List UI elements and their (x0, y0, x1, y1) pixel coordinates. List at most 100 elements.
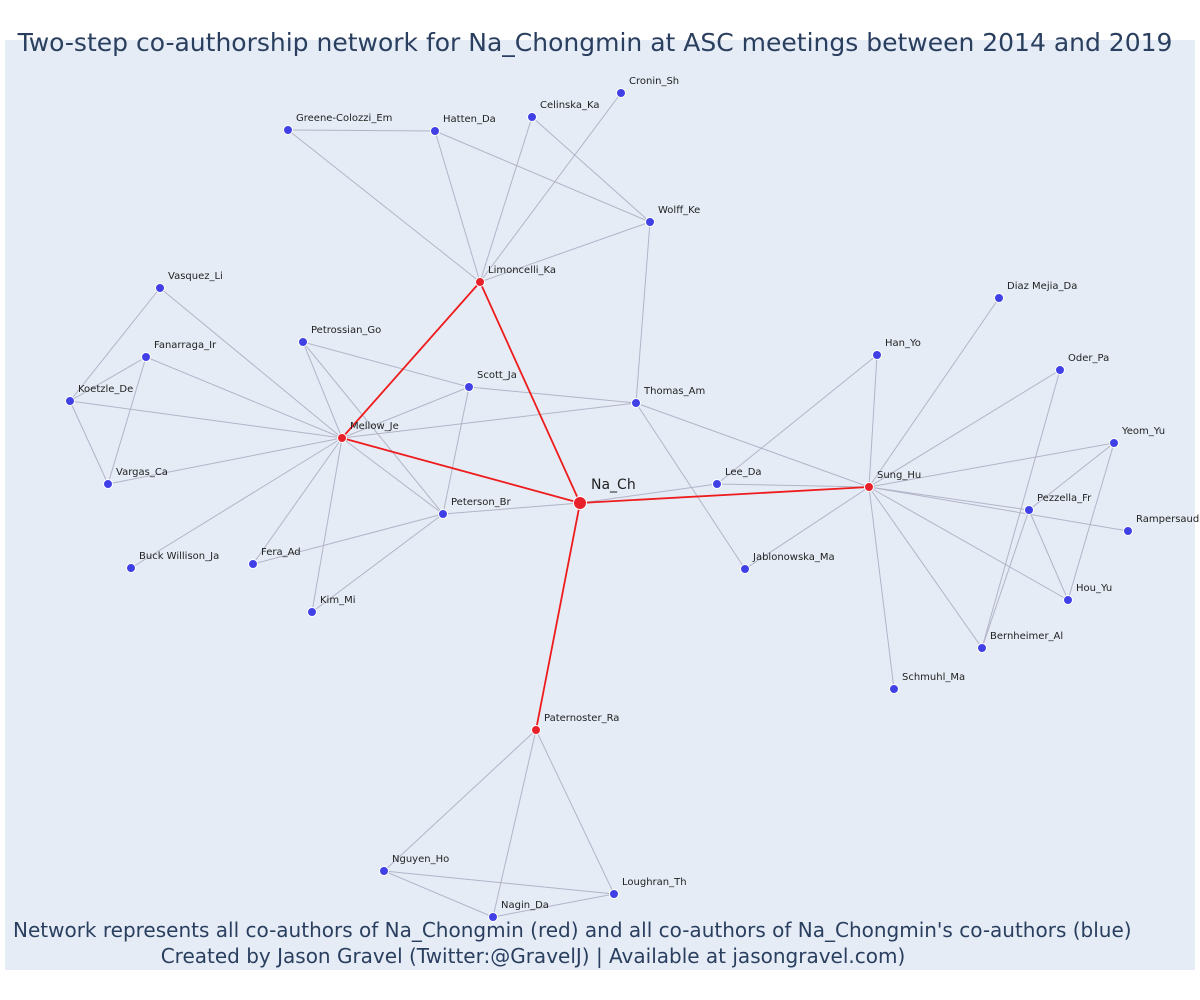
edge-koetzle-de-vargas-ca (69, 400, 109, 485)
node-thomas-am[interactable] (631, 398, 641, 408)
node-label-yeom-yu: Yeom_Yu (1121, 426, 1165, 437)
edge-petrossian-go-scott-ja (302, 341, 470, 388)
nodes-layer (65, 88, 1133, 922)
node-label-nguyen-ho: Nguyen_Ho (392, 854, 449, 865)
node-greene-colozzi-em[interactable] (283, 125, 293, 135)
node-label-peterson-br: Peterson_Br (451, 497, 512, 508)
edge-sung-hu-pezzella-fr (868, 486, 1030, 511)
edge-na-ch-lee-da (579, 483, 718, 504)
edge-nguyen-ho-loughran-th (383, 870, 615, 895)
edge-na-ch-peterson-br (442, 502, 581, 515)
node-mellow-je[interactable] (337, 433, 347, 443)
node-pezzella-fr[interactable] (1024, 505, 1034, 515)
node-oder-pa[interactable] (1055, 365, 1065, 375)
node-celinska-ka[interactable] (527, 112, 537, 122)
edge-sung-hu-han-yo (868, 354, 878, 488)
edge-thomas-am-jablonowska-ma (635, 402, 746, 570)
edge-mellow-je-fera-ad (252, 437, 343, 565)
caption-line-1: Network represents all co-authors of Na_… (13, 918, 1132, 942)
edge-mellow-je-koetzle-de (69, 400, 343, 439)
node-schmuhl-ma[interactable] (889, 684, 899, 694)
node-vasquez-li[interactable] (155, 283, 165, 293)
edge-mellow-je-scott-ja (341, 386, 470, 439)
node-label-bernheimer-al: Bernheimer_Al (990, 631, 1063, 642)
edge-celinska-ka-wolff-ke (531, 116, 651, 223)
edge-sung-hu-yeom-yu (868, 442, 1115, 488)
node-label-paternoster-ra: Paternoster_Ra (544, 713, 619, 724)
node-fanarraga-ir[interactable] (141, 352, 151, 362)
node-vargas-ca[interactable] (103, 479, 113, 489)
edge-mellow-je-peterson-br (341, 437, 444, 515)
edge-sung-hu-rampersaud (868, 486, 1129, 532)
edge-limoncelli-ka-wolff-ke (479, 221, 651, 283)
edge-limoncelli-ka-hatten-da (434, 130, 481, 283)
edge-peterson-br-fera-ad (252, 513, 444, 565)
edge-wolff-ke-thomas-am (635, 221, 651, 404)
node-sung-hu[interactable] (864, 482, 874, 492)
node-label-wolff-ke: Wolff_Ke (658, 205, 700, 216)
node-hou-yu[interactable] (1063, 595, 1073, 605)
edge-limoncelli-ka-cronin-sh (479, 92, 622, 283)
node-koetzle-de[interactable] (65, 396, 75, 406)
node-yeom-yu[interactable] (1109, 438, 1119, 448)
node-label-hou-yu: Hou_Yu (1076, 583, 1112, 594)
node-peterson-br[interactable] (438, 509, 448, 519)
node-label-limoncelli-ka: Limoncelli_Ka (488, 265, 556, 276)
node-hatten-da[interactable] (430, 126, 440, 136)
node-label-greene-colozzi-em: Greene-Colozzi_Em (296, 113, 392, 124)
edge-mellow-je-vasquez-li (159, 287, 343, 439)
edge-paternoster-ra-loughran-th (535, 729, 615, 895)
node-lee-da[interactable] (712, 479, 722, 489)
node-label-jablonowska-ma: Jablonowska_Ma (752, 552, 835, 563)
node-diaz-mejia-da[interactable] (994, 293, 1004, 303)
edge-na-ch-sung-hu (579, 486, 870, 504)
edge-na-ch-limoncelli-ka (479, 281, 581, 504)
edge-oder-pa-bernheimer-al (981, 369, 1061, 649)
node-fera-ad[interactable] (248, 559, 258, 569)
edge-sung-hu-bernheimer-al (868, 486, 983, 649)
node-label-na-ch: Na_Ch (591, 477, 636, 493)
node-scott-ja[interactable] (464, 382, 474, 392)
edge-fanarraga-ir-vargas-ca (107, 356, 147, 485)
node-label-loughran-th: Loughran_Th (622, 877, 687, 888)
node-han-yo[interactable] (872, 350, 882, 360)
node-bernheimer-al[interactable] (977, 643, 987, 653)
caption-line-2: Created by Jason Gravel (Twitter:@Gravel… (160, 944, 906, 968)
node-label-petrossian-go: Petrossian_Go (311, 325, 381, 336)
edge-thomas-am-sung-hu (635, 402, 870, 488)
node-nguyen-ho[interactable] (379, 866, 389, 876)
node-label-oder-pa: Oder_Pa (1068, 353, 1109, 364)
edge-nguyen-ho-nagin-da (383, 870, 494, 918)
node-nagin-da[interactable] (488, 912, 498, 922)
node-wolff-ke[interactable] (645, 217, 655, 227)
edge-lee-da-han-yo (716, 354, 878, 485)
node-loughran-th[interactable] (609, 889, 619, 899)
edge-na-ch-mellow-je (341, 437, 581, 504)
node-label-nagin-da: Nagin_Da (501, 900, 549, 911)
node-label-lee-da: Lee_Da (725, 467, 762, 478)
node-petrossian-go[interactable] (298, 337, 308, 347)
node-buck-willison-ja[interactable] (126, 563, 136, 573)
node-label-schmuhl-ma: Schmuhl_Ma (902, 672, 965, 683)
edges-layer (69, 92, 1129, 918)
node-label-cronin-sh: Cronin_Sh (629, 76, 679, 87)
edge-mellow-je-thomas-am (341, 402, 637, 439)
node-paternoster-ra[interactable] (531, 725, 541, 735)
node-label-koetzle-de: Koetzle_De (78, 384, 133, 395)
edge-mellow-je-vargas-ca (107, 437, 343, 485)
node-label-han-yo: Han_Yo (885, 338, 921, 349)
node-jablonowska-ma[interactable] (740, 564, 750, 574)
edge-sung-hu-schmuhl-ma (868, 486, 895, 690)
edge-petrossian-go-peterson-br (302, 341, 444, 515)
node-limoncelli-ka[interactable] (475, 277, 485, 287)
edge-peterson-br-kim-mi (311, 513, 444, 613)
node-kim-mi[interactable] (307, 607, 317, 617)
node-rampersaud[interactable] (1123, 526, 1133, 536)
node-cronin-sh[interactable] (616, 88, 626, 98)
edge-greene-colozzi-em-hatten-da (287, 129, 436, 132)
edge-hatten-da-wolff-ke (434, 130, 651, 223)
node-label-hatten-da: Hatten_Da (443, 114, 496, 125)
node-na-ch[interactable] (573, 496, 587, 510)
edge-paternoster-ra-nguyen-ho (383, 729, 537, 872)
